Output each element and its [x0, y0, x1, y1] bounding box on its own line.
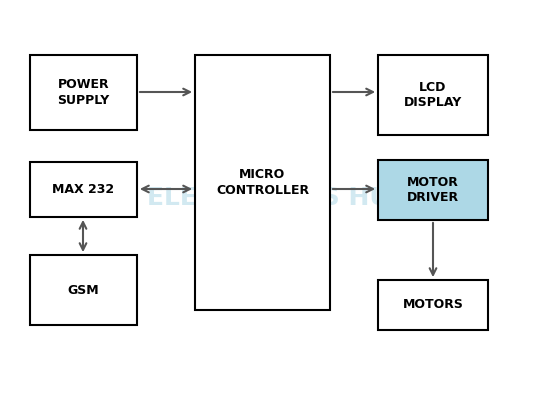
Bar	[30, 55, 137, 130]
Bar	[30, 255, 137, 325]
Bar	[378, 160, 488, 220]
Bar	[30, 162, 137, 217]
Text: MICRO
CONTROLLER: MICRO CONTROLLER	[216, 169, 309, 196]
Text: MOTOR
DRIVER: MOTOR DRIVER	[407, 176, 459, 204]
Text: ELECTRONICS HUB: ELECTRONICS HUB	[147, 186, 409, 210]
Text: LCD
DISPLAY: LCD DISPLAY	[404, 81, 462, 109]
Text: GSM: GSM	[68, 284, 100, 297]
Text: MOTORS: MOTORS	[403, 299, 464, 312]
Bar	[378, 55, 488, 135]
Text: MAX 232: MAX 232	[52, 183, 115, 196]
Text: POWER
SUPPLY: POWER SUPPLY	[57, 78, 110, 107]
Bar	[378, 280, 488, 330]
Bar	[195, 55, 330, 310]
